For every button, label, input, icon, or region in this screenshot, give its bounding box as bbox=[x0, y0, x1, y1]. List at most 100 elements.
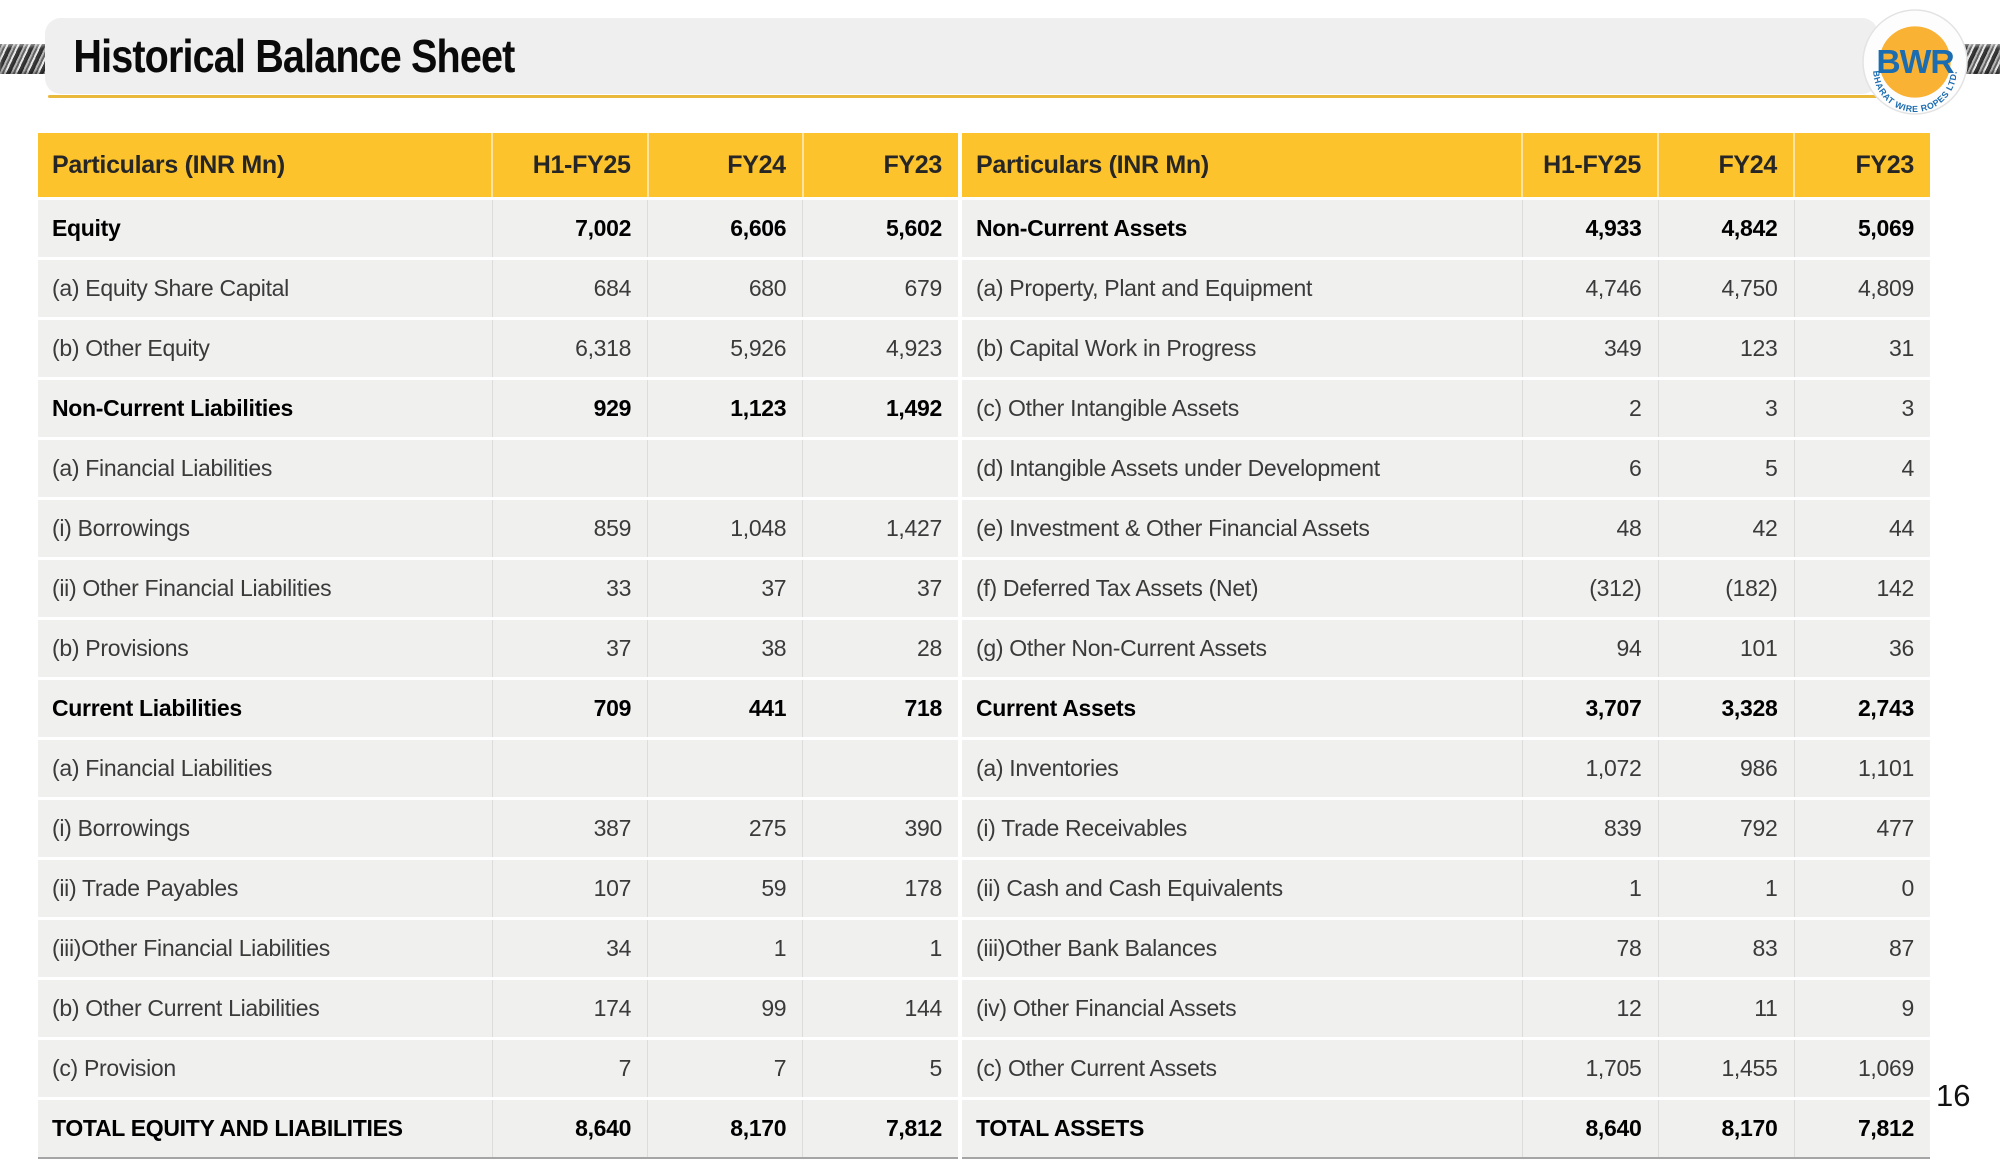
row-label: Non-Current Assets bbox=[962, 197, 1522, 259]
table-row: (g) Other Non-Current Assets 94 101 36 bbox=[962, 617, 1930, 679]
row-value: 48 bbox=[1521, 497, 1658, 559]
row-value bbox=[802, 437, 958, 499]
row-label: (a) Equity Share Capital bbox=[38, 257, 493, 319]
row-value bbox=[491, 437, 648, 499]
row-value: 7,812 bbox=[802, 1097, 958, 1159]
row-value: 99 bbox=[647, 977, 803, 1039]
table-row: (f) Deferred Tax Assets (Net) (312) (182) 1… bbox=[962, 557, 1930, 619]
row-label: (ii) Trade Payables bbox=[38, 857, 493, 919]
row-value: 8,640 bbox=[491, 1097, 648, 1159]
row-value: 6 bbox=[1521, 437, 1658, 499]
row-value bbox=[802, 737, 958, 799]
row-label: (a) Financial Liabilities bbox=[38, 437, 493, 499]
row-value: 33 bbox=[491, 557, 648, 619]
table-row: (c) Provision 7 7 5 bbox=[38, 1037, 958, 1099]
year-column-header: FY23 bbox=[801, 133, 958, 199]
table-row: (ii) Cash and Cash Equivalents 1 1 0 bbox=[962, 857, 1930, 919]
table-row: (a) Equity Share Capital 684 680 679 bbox=[38, 257, 958, 319]
row-value: 7 bbox=[647, 1037, 803, 1099]
row-value: 8,170 bbox=[1657, 1097, 1794, 1159]
row-label: (i) Trade Receivables bbox=[962, 797, 1522, 859]
row-value: 929 bbox=[491, 377, 648, 439]
row-value: 1 bbox=[802, 917, 958, 979]
row-label: (ii) Other Financial Liabilities bbox=[38, 557, 493, 619]
row-value: 42 bbox=[1657, 497, 1794, 559]
year-column-header: H1-FY25 bbox=[1521, 133, 1658, 199]
row-value: 1,072 bbox=[1521, 737, 1658, 799]
row-value: 3 bbox=[1793, 377, 1930, 439]
table-row: Equity 7,002 6,606 5,602 bbox=[38, 197, 958, 259]
row-value: 441 bbox=[647, 677, 803, 739]
row-label: (a) Financial Liabilities bbox=[38, 737, 493, 799]
equity-liabilities-table: Particulars (INR Mn) H1-FY25 FY24 FY23 Equit… bbox=[38, 133, 958, 1159]
row-label: Non-Current Liabilities bbox=[38, 377, 493, 439]
row-label: (i) Borrowings bbox=[38, 497, 493, 559]
row-value: 1,101 bbox=[1793, 737, 1930, 799]
row-label: (g) Other Non-Current Assets bbox=[962, 617, 1522, 679]
row-value: 1,455 bbox=[1657, 1037, 1794, 1099]
row-value: 1,069 bbox=[1793, 1037, 1930, 1099]
row-value: 28 bbox=[802, 617, 958, 679]
logo-acronym: BWR bbox=[1876, 44, 1954, 81]
table-row: (iv) Other Financial Assets 12 11 9 bbox=[962, 977, 1930, 1039]
table-row: TOTAL EQUITY AND LIABILITIES 8,640 8,170 7,… bbox=[38, 1097, 958, 1159]
row-label: Equity bbox=[38, 197, 493, 259]
row-value: 4 bbox=[1793, 437, 1930, 499]
row-value: 986 bbox=[1657, 737, 1794, 799]
row-label: (c) Other Intangible Assets bbox=[962, 377, 1522, 439]
row-value: 5,602 bbox=[802, 197, 958, 259]
year-column-header: FY24 bbox=[646, 133, 803, 199]
header-row: Particulars (INR Mn) H1-FY25 FY24 FY23 bbox=[962, 133, 1930, 199]
row-value: 1 bbox=[1521, 857, 1658, 919]
table-row: (ii) Trade Payables 107 59 178 bbox=[38, 857, 958, 919]
table-row: (c) Other Current Assets 1,705 1,455 1,069 bbox=[962, 1037, 1930, 1099]
row-value: 4,750 bbox=[1657, 257, 1794, 319]
row-value: 144 bbox=[802, 977, 958, 1039]
row-label: (b) Capital Work in Progress bbox=[962, 317, 1522, 379]
row-value: 37 bbox=[647, 557, 803, 619]
row-label: (c) Provision bbox=[38, 1037, 493, 1099]
table-row: (i) Trade Receivables 839 792 477 bbox=[962, 797, 1930, 859]
row-label: Current Liabilities bbox=[38, 677, 493, 739]
row-value: 3,328 bbox=[1657, 677, 1794, 739]
row-value: 1 bbox=[647, 917, 803, 979]
table-row: (d) Intangible Assets under Development 6… bbox=[962, 437, 1930, 499]
row-value: 1 bbox=[1657, 857, 1794, 919]
row-label: (iii)Other Bank Balances bbox=[962, 917, 1522, 979]
row-label: (c) Other Current Assets bbox=[962, 1037, 1522, 1099]
row-value: 7,812 bbox=[1793, 1097, 1930, 1159]
table-row: (i) Borrowings 859 1,048 1,427 bbox=[38, 497, 958, 559]
row-value: 390 bbox=[802, 797, 958, 859]
row-value: 44 bbox=[1793, 497, 1930, 559]
row-value: 38 bbox=[647, 617, 803, 679]
row-value: 59 bbox=[647, 857, 803, 919]
header-row: Particulars (INR Mn) H1-FY25 FY24 FY23 bbox=[38, 133, 958, 199]
row-label: (a) Property, Plant and Equipment bbox=[962, 257, 1522, 319]
row-value: 123 bbox=[1657, 317, 1794, 379]
row-value: 101 bbox=[1657, 617, 1794, 679]
row-label: (e) Investment & Other Financial Assets bbox=[962, 497, 1522, 559]
table-row: (iii)Other Financial Liabilities 34 1 1 bbox=[38, 917, 958, 979]
row-value: 6,318 bbox=[491, 317, 648, 379]
row-value: 1,048 bbox=[647, 497, 803, 559]
table-row: (a) Financial Liabilities bbox=[38, 737, 958, 799]
row-value: 1,427 bbox=[802, 497, 958, 559]
row-value: 684 bbox=[491, 257, 648, 319]
row-value: 349 bbox=[1521, 317, 1658, 379]
row-value: 5,069 bbox=[1793, 197, 1930, 259]
bwr-logo: BWR BHARAT WIRE ROPES LTD. bbox=[1862, 9, 1968, 115]
row-value: 83 bbox=[1657, 917, 1794, 979]
row-label: (f) Deferred Tax Assets (Net) bbox=[962, 557, 1522, 619]
row-value: 5 bbox=[802, 1037, 958, 1099]
row-value: 5,926 bbox=[647, 317, 803, 379]
table-row: (e) Investment & Other Financial Assets 4… bbox=[962, 497, 1930, 559]
wire-rope-texture-left bbox=[0, 44, 48, 74]
row-value: 4,923 bbox=[802, 317, 958, 379]
table-row: (c) Other Intangible Assets 2 3 3 bbox=[962, 377, 1930, 439]
table-row: Non-Current Assets 4,933 4,842 5,069 bbox=[962, 197, 1930, 259]
row-value: 3 bbox=[1657, 377, 1794, 439]
row-value: 87 bbox=[1793, 917, 1930, 979]
title-accent-line bbox=[48, 95, 1878, 98]
row-value bbox=[491, 737, 648, 799]
row-value: 11 bbox=[1657, 977, 1794, 1039]
